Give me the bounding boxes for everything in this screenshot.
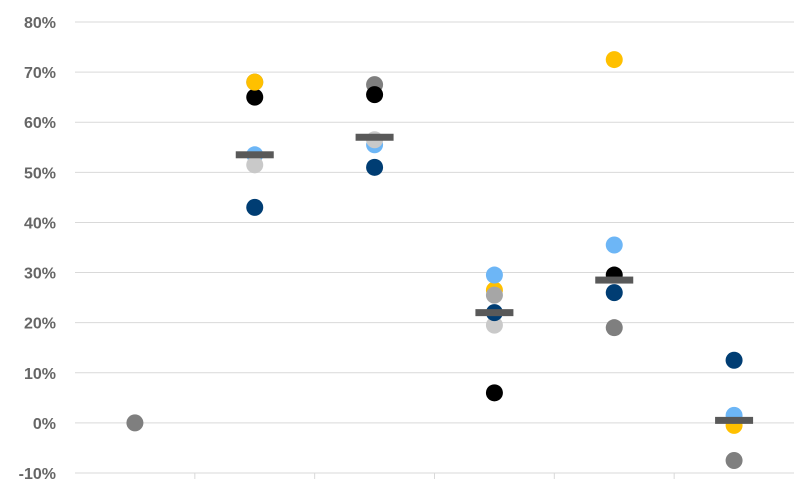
data-points (126, 51, 743, 469)
y-tick-label: 80% (24, 15, 56, 32)
y-tick-label: 50% (24, 165, 56, 182)
y-tick-label: -10% (19, 466, 56, 479)
data-point (485, 384, 503, 402)
y-tick-label: 30% (24, 266, 56, 283)
data-point (246, 156, 264, 174)
y-tick-label: 20% (24, 316, 56, 333)
mean-marker (235, 151, 274, 159)
y-tick-label: 70% (24, 65, 56, 82)
data-point (366, 158, 384, 176)
data-point (605, 319, 623, 337)
data-point (246, 73, 264, 91)
category-separators (194, 473, 675, 479)
y-tick-label: 0% (33, 416, 56, 433)
gridlines (75, 21, 794, 474)
mean-marker (595, 276, 634, 284)
data-point (246, 88, 264, 106)
data-point (605, 236, 623, 254)
data-point (485, 286, 503, 304)
mean-markers (235, 133, 754, 424)
data-point (725, 451, 743, 469)
data-point (485, 266, 503, 284)
data-point (725, 351, 743, 369)
y-tick-label: 10% (24, 366, 56, 383)
mean-marker (355, 133, 394, 141)
data-point (246, 198, 264, 216)
y-tick-label: 60% (24, 115, 56, 132)
data-point (605, 51, 623, 69)
y-axis-tick-labels: 80% 70% 60% 50% 40% 30% 20% 10% 0% -10% (19, 15, 56, 479)
data-point (366, 86, 384, 104)
data-point (126, 414, 144, 432)
mean-marker (475, 309, 514, 317)
y-tick-label: 40% (24, 215, 56, 232)
mean-marker (715, 416, 754, 424)
data-point (485, 316, 503, 334)
data-point (605, 284, 623, 302)
